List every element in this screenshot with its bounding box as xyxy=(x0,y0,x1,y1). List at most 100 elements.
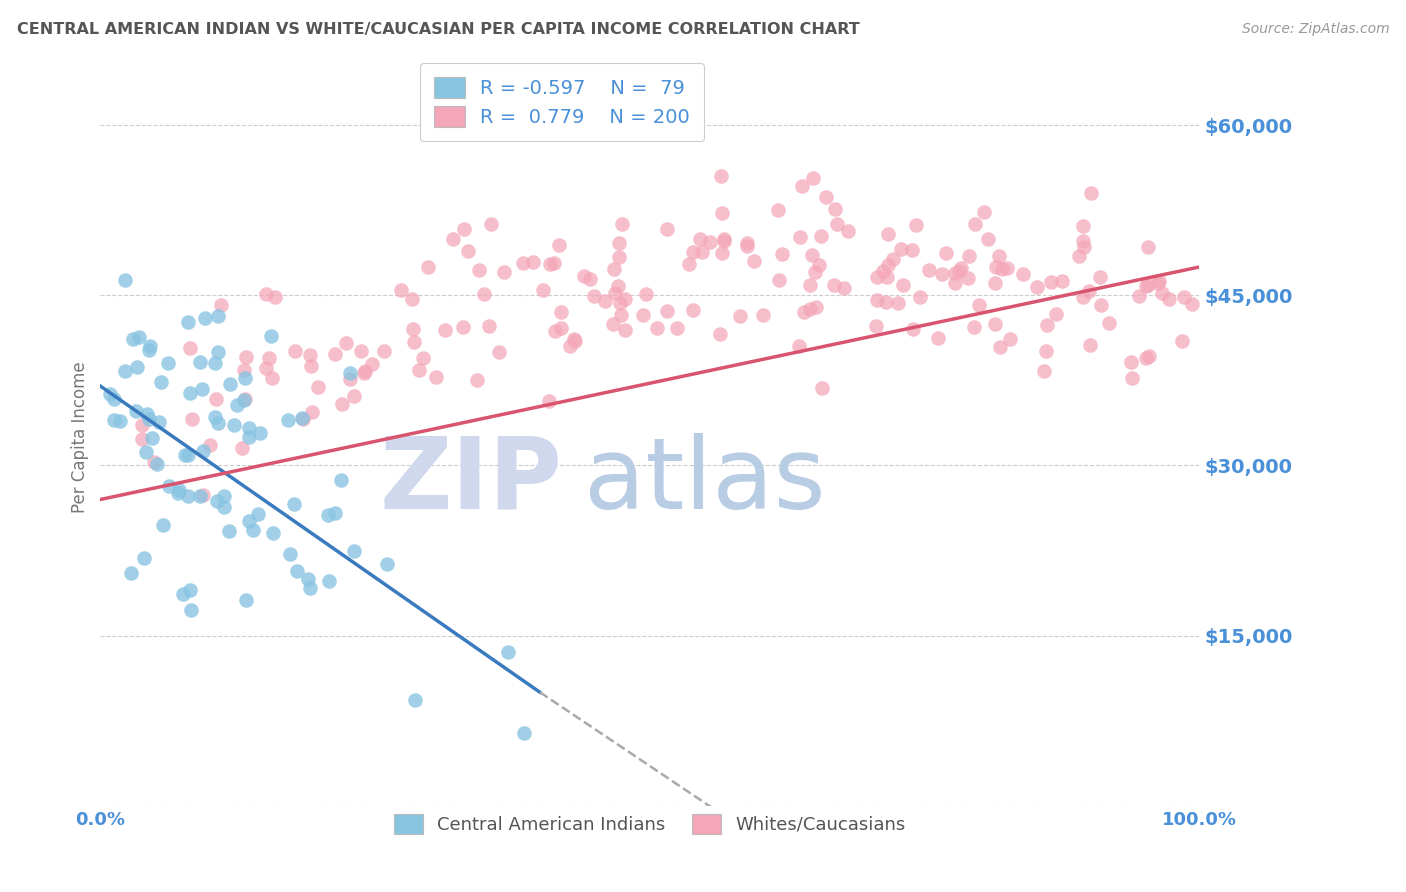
Point xyxy=(323,506,346,520)
Point xyxy=(984,317,1007,331)
Point xyxy=(479,217,502,231)
Point xyxy=(790,178,813,193)
Point xyxy=(908,290,931,304)
Point xyxy=(441,232,464,246)
Point xyxy=(1045,307,1067,321)
Point xyxy=(246,507,269,521)
Point xyxy=(793,305,815,319)
Point xyxy=(207,309,229,323)
Point xyxy=(593,293,616,308)
Point xyxy=(235,593,257,607)
Text: CENTRAL AMERICAN INDIAN VS WHITE/CAUCASIAN PER CAPITA INCOME CORRELATION CHART: CENTRAL AMERICAN INDIAN VS WHITE/CAUCASI… xyxy=(17,22,859,37)
Point xyxy=(323,347,346,361)
Point xyxy=(943,267,966,281)
Point xyxy=(1135,278,1157,293)
Point xyxy=(285,564,308,578)
Point xyxy=(699,235,721,249)
Point xyxy=(389,283,412,297)
Text: ZIP: ZIP xyxy=(380,433,562,530)
Point xyxy=(710,245,733,260)
Point xyxy=(603,285,626,300)
Point xyxy=(562,332,585,346)
Point xyxy=(179,386,201,401)
Point xyxy=(316,508,339,522)
Point xyxy=(1071,290,1094,304)
Point xyxy=(1121,355,1143,369)
Point xyxy=(496,645,519,659)
Point xyxy=(537,394,560,409)
Point xyxy=(682,303,704,318)
Point xyxy=(827,217,849,231)
Point xyxy=(375,557,398,571)
Point xyxy=(1137,277,1160,292)
Point xyxy=(544,325,567,339)
Point xyxy=(655,221,678,235)
Point xyxy=(457,244,479,258)
Point xyxy=(232,393,254,408)
Point xyxy=(1088,269,1111,284)
Point xyxy=(238,430,260,444)
Point xyxy=(1071,219,1094,233)
Point xyxy=(188,489,211,503)
Point xyxy=(179,341,201,355)
Point xyxy=(690,244,713,259)
Point xyxy=(512,256,534,270)
Point xyxy=(956,271,979,285)
Point xyxy=(120,566,142,581)
Point xyxy=(200,437,222,451)
Point xyxy=(488,344,510,359)
Point xyxy=(823,278,845,293)
Point xyxy=(1039,275,1062,289)
Point xyxy=(1128,288,1150,302)
Point xyxy=(905,219,928,233)
Point xyxy=(988,341,1011,355)
Point xyxy=(114,272,136,286)
Point xyxy=(402,334,425,349)
Point xyxy=(148,415,170,429)
Point xyxy=(1181,296,1204,310)
Point xyxy=(150,375,173,389)
Point xyxy=(350,343,373,358)
Point xyxy=(98,386,121,401)
Point xyxy=(548,238,571,252)
Point xyxy=(361,357,384,371)
Point xyxy=(610,308,633,322)
Point xyxy=(665,320,688,334)
Point xyxy=(103,413,125,427)
Point xyxy=(242,523,264,537)
Point xyxy=(742,253,765,268)
Point xyxy=(278,547,301,561)
Point xyxy=(927,331,949,345)
Point xyxy=(886,296,908,310)
Point xyxy=(343,389,366,403)
Point xyxy=(222,418,245,433)
Point xyxy=(1147,276,1170,290)
Point xyxy=(866,293,889,307)
Point xyxy=(957,249,980,263)
Point xyxy=(330,397,353,411)
Point xyxy=(204,356,226,370)
Legend: Central American Indians, Whites/Caucasians: Central American Indians, Whites/Caucasi… xyxy=(382,803,917,845)
Point xyxy=(226,398,249,412)
Point xyxy=(807,258,830,272)
Point xyxy=(132,551,155,566)
Point xyxy=(125,404,148,418)
Point xyxy=(1098,316,1121,330)
Point xyxy=(492,265,515,279)
Point xyxy=(1137,349,1160,363)
Point xyxy=(1090,298,1112,312)
Point xyxy=(343,544,366,558)
Point xyxy=(1121,371,1143,385)
Point xyxy=(233,392,256,406)
Point xyxy=(257,351,280,365)
Point xyxy=(901,322,924,336)
Point xyxy=(522,255,544,269)
Point xyxy=(578,272,600,286)
Point xyxy=(181,412,204,426)
Point xyxy=(1080,186,1102,201)
Point xyxy=(689,232,711,246)
Point xyxy=(284,343,307,358)
Y-axis label: Per Capita Income: Per Capita Income xyxy=(72,361,89,513)
Point xyxy=(191,488,214,502)
Point xyxy=(167,483,190,497)
